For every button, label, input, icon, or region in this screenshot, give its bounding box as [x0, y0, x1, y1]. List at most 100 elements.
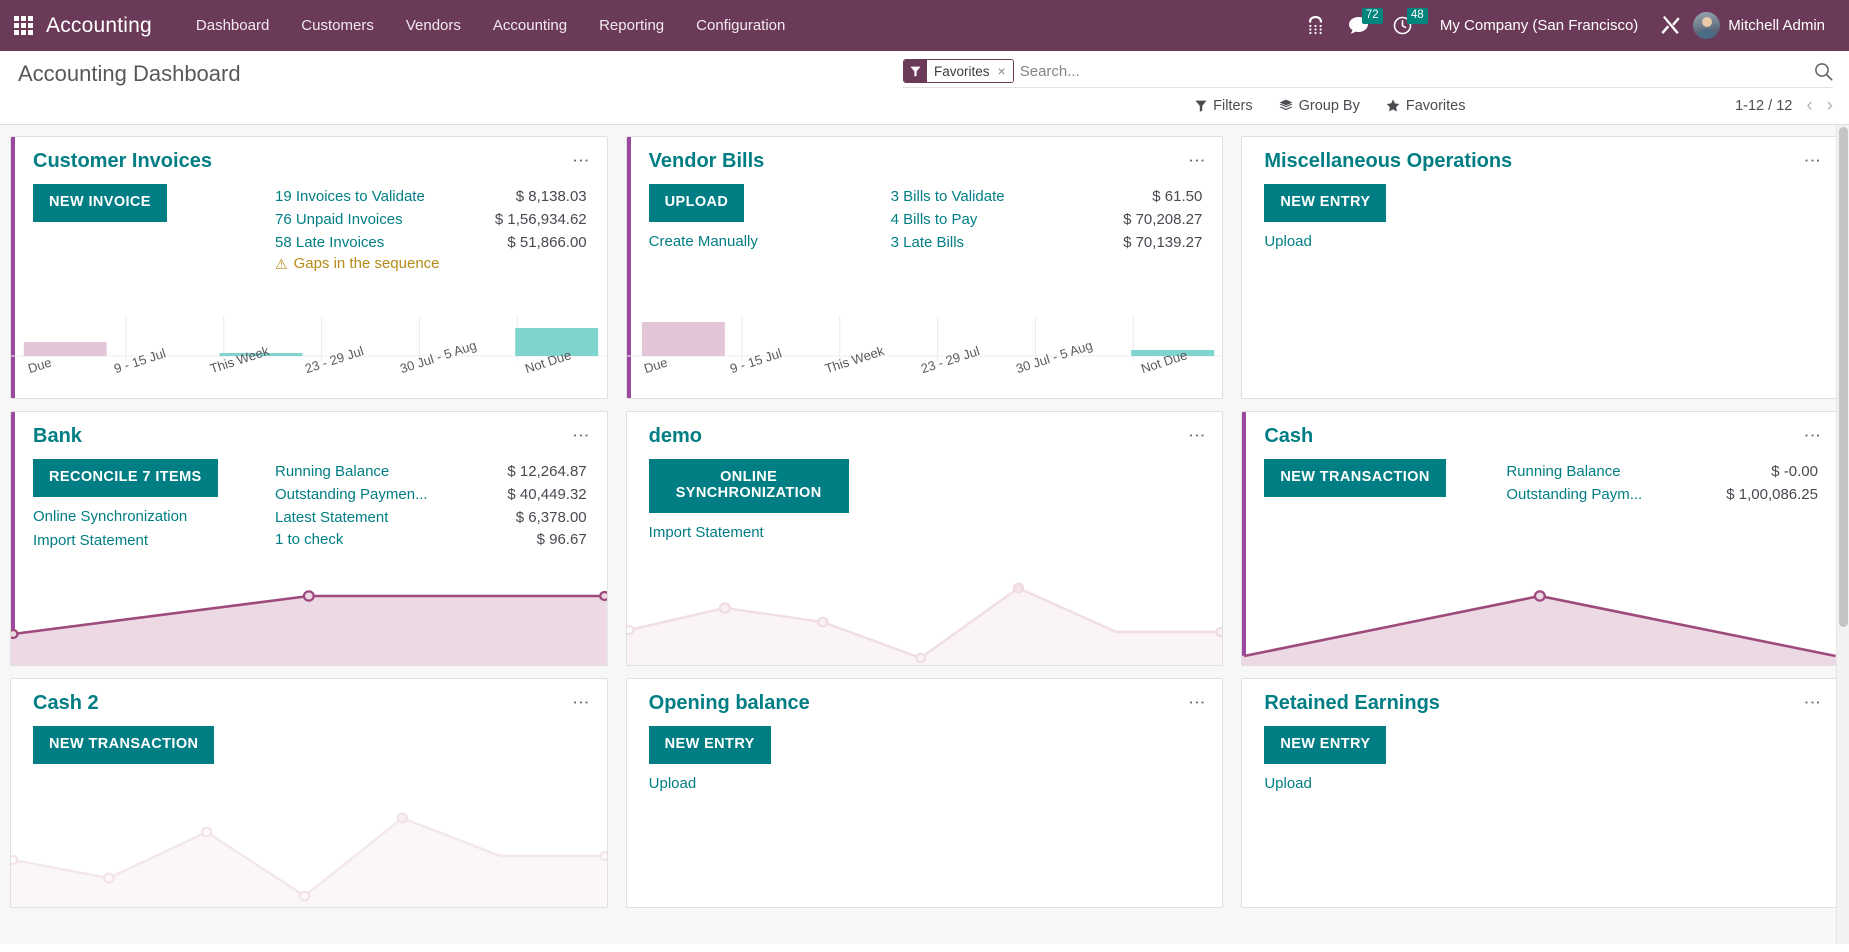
- card-cash[interactable]: Cash ⋮ NEW TRANSACTION Running Balance $…: [1241, 411, 1839, 666]
- search-view: Favorites ×: [903, 59, 1833, 88]
- magnifier-icon[interactable]: [1804, 62, 1833, 81]
- upload-link[interactable]: Upload: [1264, 232, 1312, 250]
- apps-grid-icon[interactable]: [0, 0, 46, 51]
- scrollbar-thumb[interactable]: [1839, 127, 1848, 627]
- card-title[interactable]: demo: [648, 425, 702, 447]
- online-synchronization-button[interactable]: ONLINE SYNCHRONIZATION: [648, 459, 849, 513]
- favorites-label: Favorites: [1405, 97, 1466, 114]
- upload-link[interactable]: Upload: [1264, 774, 1312, 792]
- stat-value: $ 1,00,086.25: [1726, 485, 1818, 503]
- vertical-scrollbar[interactable]: [1836, 125, 1849, 944]
- card-bank[interactable]: Bank ⋮ RECONCILE 7 ITEMS Online Synchron…: [10, 411, 608, 666]
- search-input[interactable]: [1019, 60, 1804, 82]
- stat-label[interactable]: 4 Bills to Pay: [890, 210, 978, 228]
- card-customer-invoices[interactable]: Customer Invoices ⋮ NEW INVOICE 19 Invoi…: [10, 136, 608, 399]
- stat-row: 3 Bills to Validate $ 61.50: [891, 186, 1203, 208]
- top-navbar: Accounting Dashboard Customers Vendors A…: [0, 0, 1849, 51]
- import-statement-link[interactable]: Import Statement: [648, 523, 764, 541]
- group-by-button[interactable]: Group By: [1279, 98, 1360, 114]
- clock-icon[interactable]: 48: [1381, 0, 1428, 51]
- kebab-menu-icon[interactable]: ⋮: [1187, 694, 1207, 711]
- card-title[interactable]: Retained Earnings: [1264, 692, 1440, 714]
- import-statement-link[interactable]: Import Statement: [33, 531, 149, 549]
- filters-label: Filters: [1213, 97, 1253, 114]
- kebab-menu-icon[interactable]: ⋮: [1187, 152, 1207, 169]
- stat-label[interactable]: Running Balance: [1506, 463, 1621, 480]
- stat-label[interactable]: Running Balance: [275, 463, 390, 480]
- create-manually-link[interactable]: Create Manually: [648, 232, 758, 250]
- card-retained-earnings[interactable]: Retained Earnings ⋮ NEW ENTRY Upload: [1241, 678, 1839, 908]
- stat-label[interactable]: 3 Late Bills: [890, 233, 965, 251]
- upload-link[interactable]: Upload: [648, 774, 697, 792]
- stat-row: 76 Unpaid Invoices $ 1,56,934.62: [275, 209, 587, 231]
- avatar[interactable]: [1693, 12, 1721, 39]
- chat-bubble-icon[interactable]: 72: [1336, 0, 1383, 51]
- chart-cash: [1242, 560, 1838, 665]
- chevron-right-icon[interactable]: ›: [1826, 95, 1833, 116]
- card-title[interactable]: Opening balance: [648, 692, 810, 714]
- card-title[interactable]: Cash: [1264, 425, 1314, 447]
- online-synchronization-link[interactable]: Online Synchronization: [33, 507, 188, 525]
- reconcile-items-button[interactable]: RECONCILE 7 ITEMS: [33, 459, 218, 497]
- stat-label[interactable]: 76 Unpaid Invoices: [275, 210, 403, 228]
- menu-vendors[interactable]: Vendors: [405, 17, 461, 34]
- search-dropdown-buttons: Filters Group By Favorites: [288, 97, 1466, 114]
- menu-configuration[interactable]: Configuration: [696, 17, 786, 34]
- stat-label[interactable]: 3 Bills to Validate: [890, 188, 1005, 205]
- close-icon[interactable]: ×: [994, 60, 1013, 82]
- new-entry-button[interactable]: NEW ENTRY: [648, 726, 771, 764]
- favorites-button[interactable]: Favorites: [1386, 97, 1466, 114]
- chart-demo: [626, 560, 1223, 665]
- stat-label[interactable]: 1 to check: [275, 531, 344, 549]
- card-miscellaneous-operations[interactable]: Miscellaneous Operations ⋮ NEW ENTRY Upl…: [1241, 136, 1839, 399]
- card-vendor-bills[interactable]: Vendor Bills ⋮ UPLOAD Create Manually 3 …: [625, 136, 1224, 399]
- search-facet-favorites[interactable]: Favorites ×: [903, 59, 1014, 83]
- user-menu[interactable]: Mitchell Admin: [1728, 17, 1825, 34]
- new-invoice-button[interactable]: NEW INVOICE: [33, 184, 167, 222]
- card-title[interactable]: Vendor Bills: [648, 150, 765, 172]
- tools-icon[interactable]: [1648, 0, 1693, 51]
- card-title[interactable]: Miscellaneous Operations: [1264, 150, 1513, 172]
- kebab-menu-icon[interactable]: ⋮: [1803, 152, 1822, 169]
- filters-button[interactable]: Filters: [1195, 97, 1253, 114]
- phone-keypad-icon[interactable]: [1295, 0, 1336, 51]
- stat-value: $ 6,378.00: [515, 508, 587, 526]
- pager: 1-12 / 12 ‹ ›: [1735, 96, 1833, 115]
- menu-customers[interactable]: Customers: [301, 17, 374, 34]
- stat-label[interactable]: 58 Late Invoices: [275, 233, 385, 251]
- card-opening-balance[interactable]: Opening balance ⋮ NEW ENTRY Upload: [625, 678, 1224, 908]
- card-demo[interactable]: demo ⋮ ONLINE SYNCHRONIZATION Import Sta…: [625, 411, 1224, 666]
- card-title[interactable]: Customer Invoices: [33, 150, 212, 172]
- new-entry-button[interactable]: NEW ENTRY: [1264, 184, 1387, 222]
- stat-label[interactable]: Outstanding Paym...: [1506, 485, 1643, 503]
- upload-button[interactable]: UPLOAD: [648, 184, 745, 222]
- kebab-menu-icon[interactable]: ⋮: [1803, 694, 1822, 711]
- menu-accounting[interactable]: Accounting: [492, 17, 568, 34]
- kebab-menu-icon[interactable]: ⋮: [1803, 427, 1822, 444]
- new-transaction-button[interactable]: NEW TRANSACTION: [1264, 459, 1446, 497]
- kebab-menu-icon[interactable]: ⋮: [1187, 427, 1207, 444]
- kebab-menu-icon[interactable]: ⋮: [571, 694, 591, 711]
- stat-label[interactable]: Outstanding Paymen...: [275, 485, 428, 503]
- card-cash-2[interactable]: Cash 2 ⋮ NEW TRANSACTION: [10, 678, 608, 908]
- stat-row: 58 Late Invoices $ 51,866.00: [275, 232, 587, 254]
- activities-count-badge: 48: [1406, 8, 1428, 24]
- stat-value: $ 40,449.32: [507, 485, 587, 503]
- star-icon: [1386, 99, 1400, 112]
- stat-label[interactable]: Latest Statement: [275, 508, 389, 526]
- menu-reporting[interactable]: Reporting: [599, 17, 665, 34]
- new-entry-button[interactable]: NEW ENTRY: [1264, 726, 1387, 764]
- card-title[interactable]: Cash 2: [33, 692, 99, 714]
- kebab-menu-icon[interactable]: ⋮: [571, 427, 591, 444]
- filter-funnel-icon: [1195, 100, 1207, 112]
- kebab-menu-icon[interactable]: ⋮: [571, 152, 591, 169]
- page-title: Accounting Dashboard: [18, 60, 241, 86]
- stat-label[interactable]: 19 Invoices to Validate: [275, 188, 425, 205]
- gaps-in-sequence-warning[interactable]: ⚠ Gaps in the sequence: [275, 255, 587, 272]
- new-transaction-button[interactable]: NEW TRANSACTION: [33, 726, 215, 764]
- company-switcher[interactable]: My Company (San Francisco): [1439, 17, 1639, 34]
- card-title[interactable]: Bank: [33, 425, 82, 447]
- menu-dashboard[interactable]: Dashboard: [195, 17, 270, 34]
- app-brand[interactable]: Accounting: [46, 13, 152, 37]
- chevron-left-icon[interactable]: ‹: [1806, 95, 1813, 116]
